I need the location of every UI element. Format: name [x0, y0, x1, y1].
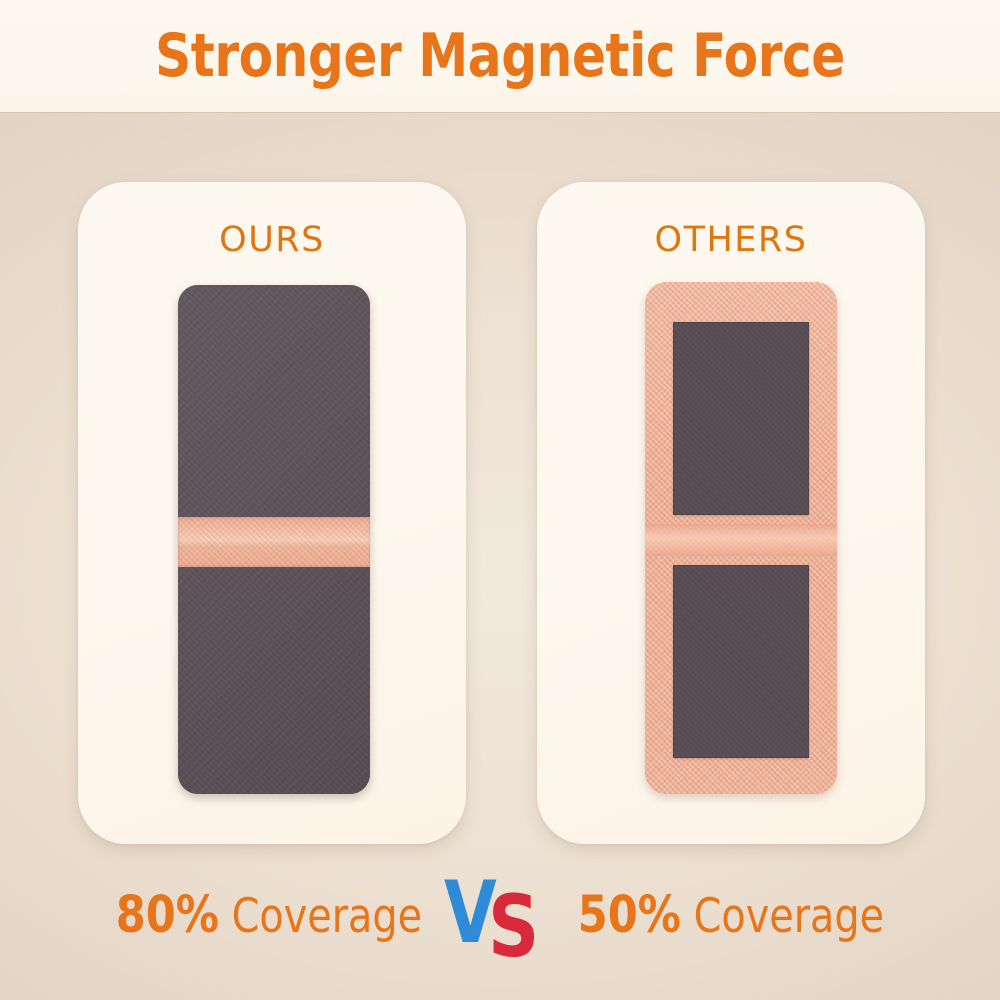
magnetic-patch-others: [645, 282, 837, 794]
fabric-fold-band-ours: [178, 517, 370, 567]
coverage-left: 80% Coverage: [116, 886, 422, 945]
versus-logo: V S: [442, 862, 560, 970]
comparison-card-ours: OURS: [78, 182, 466, 844]
coverage-right-percent: 50%: [577, 885, 682, 945]
header-band: Stronger Magnetic Force: [0, 0, 1000, 112]
versus-v-letter: V: [444, 862, 497, 963]
coverage-left-percent: 80%: [115, 885, 220, 945]
versus-s-letter: S: [488, 876, 540, 977]
coverage-right: 50% Coverage: [578, 886, 884, 945]
coverage-right-word: Coverage: [693, 888, 885, 944]
fabric-texture: [178, 517, 370, 567]
magnetic-patch-ours: [178, 285, 370, 794]
card-label-ours: OURS: [219, 220, 325, 260]
magnet-panel-bottom: [673, 565, 809, 758]
page-title: Stronger Magnetic Force: [155, 21, 845, 91]
card-label-others: OTHERS: [654, 220, 808, 260]
magnet-panel-top: [673, 322, 809, 515]
fabric-fold-band-others: [645, 524, 837, 556]
coverage-caption: 80% Coverage V S 50% Coverage: [0, 870, 1000, 970]
coverage-left-word: Coverage: [231, 888, 423, 944]
comparison-card-others: OTHERS: [537, 182, 925, 844]
